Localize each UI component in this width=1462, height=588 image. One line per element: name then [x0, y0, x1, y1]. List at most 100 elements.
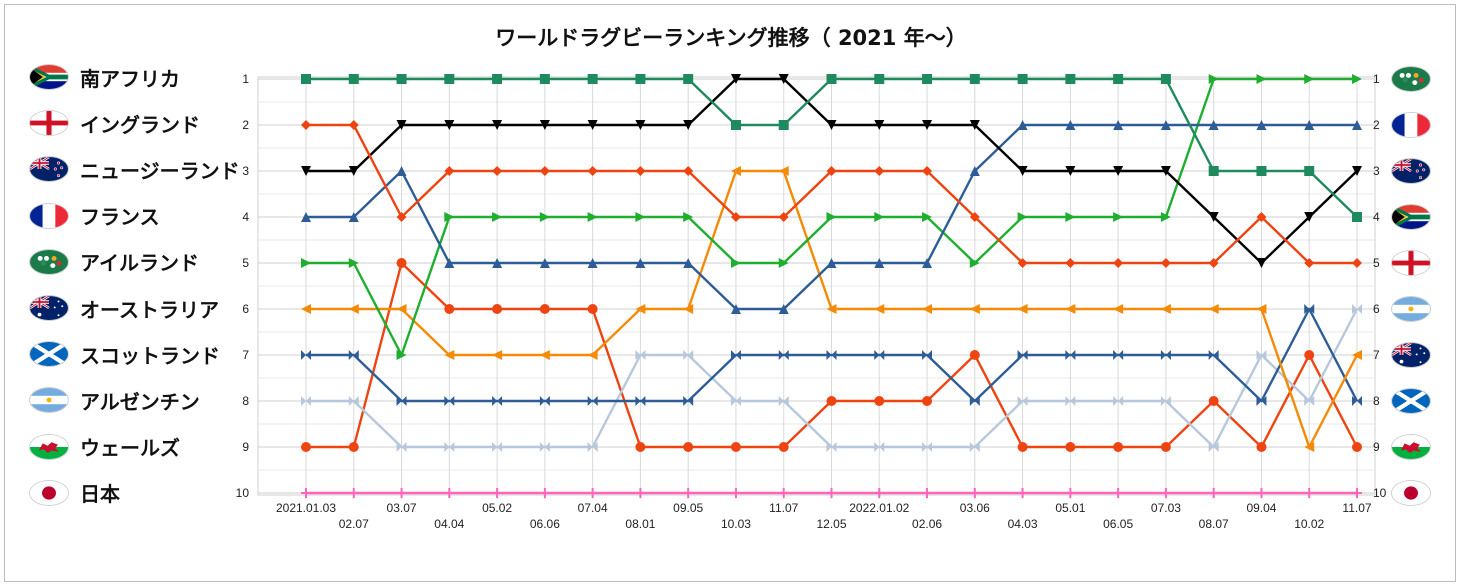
data-point	[826, 120, 837, 130]
legend-label: アルゼンチン	[80, 389, 200, 414]
data-point	[1065, 488, 1076, 498]
argentina-flag-icon	[30, 388, 68, 413]
data-point	[874, 442, 885, 452]
data-point	[1113, 396, 1124, 406]
data-point	[635, 350, 646, 360]
y-tick-label-left: 2	[242, 118, 249, 132]
series-layer	[301, 74, 1362, 498]
x-tick-label: 06.05	[1103, 517, 1133, 531]
data-point	[635, 74, 646, 84]
data-point	[348, 120, 359, 130]
data-point	[539, 212, 550, 222]
data-point	[1065, 258, 1076, 268]
data-point	[922, 350, 933, 360]
data-point	[444, 442, 455, 452]
data-point	[587, 396, 598, 406]
data-point	[396, 258, 407, 268]
data-point	[778, 396, 789, 406]
y-tick-label-left: 5	[242, 256, 249, 270]
data-point	[730, 396, 741, 406]
ireland-flag-icon	[30, 249, 68, 274]
england-flag-icon	[30, 111, 68, 136]
legend-item: アイルランド	[30, 247, 199, 277]
data-point	[1352, 442, 1362, 452]
data-point	[1113, 258, 1124, 268]
data-point	[1304, 74, 1315, 84]
data-point	[1065, 442, 1076, 452]
data-point	[635, 396, 646, 406]
data-point	[492, 74, 503, 84]
data-point	[539, 258, 550, 268]
data-point	[587, 258, 598, 268]
data-point	[587, 488, 598, 498]
data-point	[348, 74, 359, 84]
data-point	[1017, 304, 1028, 314]
france-flag-icon	[30, 203, 68, 228]
data-point	[348, 442, 359, 452]
data-point	[778, 488, 789, 498]
data-point	[778, 120, 789, 130]
data-point	[874, 166, 885, 176]
data-point	[1017, 258, 1028, 268]
data-point	[683, 166, 694, 176]
data-point	[874, 120, 885, 130]
data-point	[730, 350, 741, 360]
data-point	[1256, 488, 1267, 498]
legend-item: アルゼンチン	[30, 385, 200, 415]
scotland-flag-icon	[30, 342, 68, 367]
series-0	[301, 74, 1362, 222]
data-point	[874, 488, 885, 498]
legend-label: オーストラリア	[80, 297, 219, 322]
data-point	[539, 396, 550, 406]
y-tick-label-right: 7	[1373, 348, 1380, 362]
data-point	[1304, 166, 1315, 176]
y-tick-label-right: 4	[1373, 210, 1380, 224]
y-tick-label-left: 1	[242, 72, 249, 86]
x-tick-label: 08.07	[1199, 517, 1229, 531]
data-point	[778, 350, 789, 360]
x-tick-label: 2022.01.02	[849, 501, 909, 515]
data-point	[969, 396, 980, 406]
data-point	[1304, 488, 1315, 498]
data-point	[587, 74, 598, 84]
legend-label: スコットランド	[80, 343, 220, 368]
data-point	[1208, 442, 1219, 452]
data-point	[1208, 74, 1219, 84]
y-tick-label-left: 9	[242, 440, 249, 454]
data-point	[1352, 304, 1362, 314]
y-tick-label-left: 3	[242, 164, 249, 178]
data-point	[348, 258, 359, 268]
data-point	[587, 304, 598, 314]
data-point	[348, 304, 359, 314]
legend-label: 南アフリカ	[80, 66, 180, 91]
data-point	[1208, 120, 1219, 130]
series-4	[301, 74, 1362, 360]
australia-flag-icon	[30, 296, 68, 320]
series-6	[301, 304, 1362, 406]
x-tick-label: 08.01	[625, 517, 655, 531]
data-point	[587, 350, 598, 360]
data-point	[1065, 166, 1076, 176]
y-tick-label-right: 5	[1373, 256, 1380, 270]
data-point	[778, 212, 789, 222]
data-point	[922, 120, 933, 130]
data-point	[396, 120, 407, 130]
data-point	[444, 166, 455, 176]
wales-flag-icon	[30, 434, 68, 459]
data-point	[1160, 120, 1171, 130]
x-tick-label: 11.07	[769, 501, 798, 515]
data-point	[396, 350, 407, 360]
data-point	[1208, 212, 1219, 222]
data-point	[730, 74, 741, 84]
data-point	[1160, 212, 1171, 222]
data-point	[444, 74, 455, 84]
data-point	[539, 120, 550, 130]
y-tick-label-left: 4	[242, 210, 249, 224]
data-point	[874, 396, 885, 406]
legend-item: 日本	[30, 478, 120, 508]
data-point	[301, 442, 311, 452]
data-point	[635, 304, 646, 314]
data-point	[1017, 74, 1028, 84]
data-point	[1256, 166, 1267, 176]
japan-rank-flag-icon	[1392, 481, 1430, 505]
